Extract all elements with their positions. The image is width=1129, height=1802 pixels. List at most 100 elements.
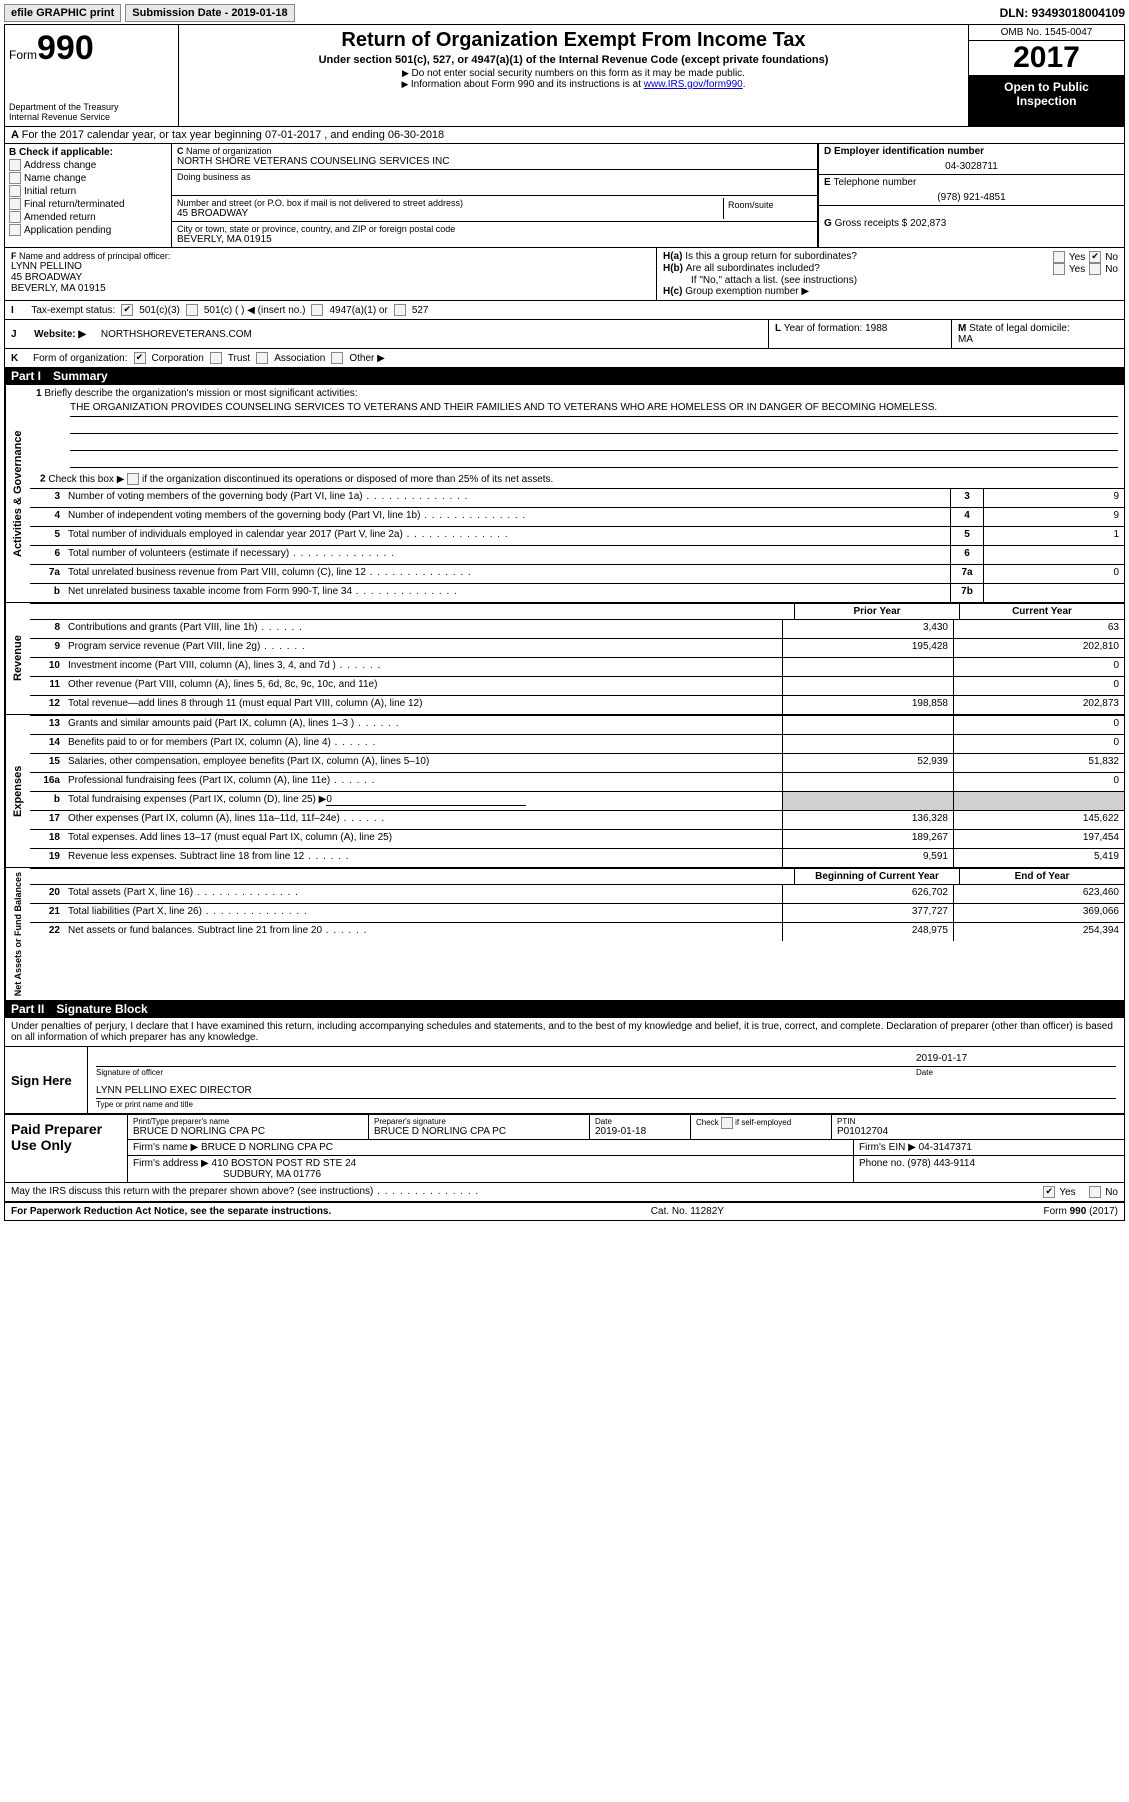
exp16a: Professional fundraising fees (Part IX, … (64, 773, 782, 791)
hb-yes[interactable] (1053, 263, 1065, 275)
line7b: Net unrelated business taxable income fr… (64, 584, 950, 602)
na20: Total assets (Part X, line 16) (64, 885, 782, 903)
hdr-begin: Beginning of Current Year (794, 869, 959, 884)
exp16ac: 0 (953, 773, 1124, 791)
ha-label: Is this a group return for subordinates? (685, 251, 1053, 263)
ein-label: Employer identification number (834, 146, 984, 157)
na21b: 377,727 (782, 904, 953, 922)
hdr-prior: Prior Year (794, 604, 959, 619)
chk-app-pending[interactable]: Application pending (9, 224, 167, 236)
submission-date: Submission Date - 2019-01-18 (125, 4, 294, 22)
rev8c: 63 (953, 620, 1124, 638)
part1-header: Part ISummary (5, 367, 1124, 385)
officer-name: LYNN PELLINO (11, 261, 650, 272)
val7b (983, 584, 1124, 602)
ptin: P01012704 (837, 1126, 1119, 1137)
firm-ein: 04-3147371 (919, 1142, 972, 1153)
top-bar: efile GRAPHIC print Submission Date - 20… (4, 4, 1125, 22)
firm-addr2: SUDBURY, MA 01776 (133, 1169, 321, 1180)
name-title-cap: Type or print name and title (96, 1100, 1116, 1109)
chk-amended[interactable]: Amended return (9, 211, 167, 223)
val3: 9 (983, 489, 1124, 507)
exp17p: 136,328 (782, 811, 953, 829)
discuss-yes[interactable] (1043, 1186, 1055, 1198)
chk-corp[interactable] (134, 352, 146, 364)
ha-yes[interactable] (1053, 251, 1065, 263)
na20e: 623,460 (953, 885, 1124, 903)
chk-self-employed[interactable] (721, 1117, 733, 1129)
line5: Total number of individuals employed in … (64, 527, 950, 545)
chk-address-change[interactable]: Address change (9, 159, 167, 171)
form-no: 990 (37, 29, 94, 67)
ha-no[interactable] (1089, 251, 1101, 263)
exp14c: 0 (953, 735, 1124, 753)
org-name: NORTH SHORE VETERANS COUNSELING SERVICES… (177, 156, 812, 167)
rev12p: 198,858 (782, 696, 953, 714)
exp18: Total expenses. Add lines 13–17 (must eq… (64, 830, 782, 848)
rev11: Other revenue (Part VIII, column (A), li… (64, 677, 782, 695)
chk-501c[interactable] (186, 304, 198, 316)
officer-street: 45 BROADWAY (11, 272, 650, 283)
omb-number: OMB No. 1545-0047 (969, 25, 1124, 41)
exp15c: 51,832 (953, 754, 1124, 772)
exp19p: 9,591 (782, 849, 953, 867)
officer-label: Name and address of principal officer: (19, 251, 170, 261)
addr-label: Firm's address ▶ (133, 1158, 209, 1169)
discuss-no[interactable] (1089, 1186, 1101, 1198)
street-label: Number and street (or P.O. box if mail i… (177, 198, 723, 208)
street: 45 BROADWAY (177, 208, 723, 219)
na21: Total liabilities (Part X, line 26) (64, 904, 782, 922)
chk-other[interactable] (331, 352, 343, 364)
hb-label: Are all subordinates included? (686, 263, 1053, 275)
chk-initial-return[interactable]: Initial return (9, 185, 167, 197)
ein-label2: Firm's EIN ▶ (859, 1142, 916, 1153)
exp13: Grants and similar amounts paid (Part IX… (64, 716, 782, 734)
rev12c: 202,873 (953, 696, 1124, 714)
row-k-form-org: K Form of organization: Corporation Trus… (5, 349, 1124, 367)
chk-final-return[interactable]: Final return/terminated (9, 198, 167, 210)
year-formation: 1988 (865, 323, 887, 334)
chk-527[interactable] (394, 304, 406, 316)
firm-name: BRUCE D NORLING CPA PC (201, 1142, 333, 1153)
discuss-question: May the IRS discuss this return with the… (11, 1186, 1043, 1198)
rev10p (782, 658, 953, 676)
sig-date-cap: Date (916, 1068, 1116, 1077)
chk-name-change[interactable]: Name change (9, 172, 167, 184)
domicile-label: State of legal domicile: (969, 323, 1070, 334)
na21e: 369,066 (953, 904, 1124, 922)
sig-officer-cap: Signature of officer (96, 1068, 916, 1077)
form-number: Form990 (9, 29, 174, 68)
chk-assoc[interactable] (256, 352, 268, 364)
ptname-label: Print/Type preparer's name (133, 1117, 363, 1126)
footer-mid: Cat. No. 11282Y (331, 1206, 1043, 1217)
footer-right: Form 990 (2017) (1044, 1206, 1118, 1217)
exp14p (782, 735, 953, 753)
rev9c: 202,810 (953, 639, 1124, 657)
psig-label: Preparer's signature (374, 1117, 584, 1126)
chk-trust[interactable] (210, 352, 222, 364)
open-to-public: Open to Public Inspection (969, 76, 1124, 126)
line4: Number of independent voting members of … (64, 508, 950, 526)
na22: Net assets or fund balances. Subtract li… (64, 923, 782, 941)
self-employed: Check if self-employed (691, 1115, 832, 1139)
dba-label: Doing business as (177, 172, 812, 182)
year-formation-label: Year of formation: (784, 323, 863, 334)
val7a: 0 (983, 565, 1124, 583)
side-governance: Activities & Governance (5, 385, 30, 602)
hb-no[interactable] (1089, 263, 1101, 275)
line2-text: Check this box ▶ if the organization dis… (48, 474, 553, 485)
side-expenses: Expenses (5, 715, 30, 867)
exp13p (782, 716, 953, 734)
irs-link[interactable]: www.IRS.gov/form990 (644, 79, 743, 90)
efile-print-button[interactable]: efile GRAPHIC print (4, 4, 121, 22)
firm-label: Firm's name ▶ (133, 1142, 198, 1153)
chk-discontinued[interactable] (127, 473, 139, 485)
pdate: 2019-01-18 (595, 1126, 685, 1137)
chk-501c3[interactable] (121, 304, 133, 316)
rev8p: 3,430 (782, 620, 953, 638)
room-label: Room/suite (728, 200, 808, 210)
exp16b: Total fundraising expenses (Part IX, col… (64, 792, 782, 810)
chk-4947[interactable] (311, 304, 323, 316)
form-container: Form990 Department of the Treasury Inter… (4, 24, 1125, 1221)
exp16bp (782, 792, 953, 810)
